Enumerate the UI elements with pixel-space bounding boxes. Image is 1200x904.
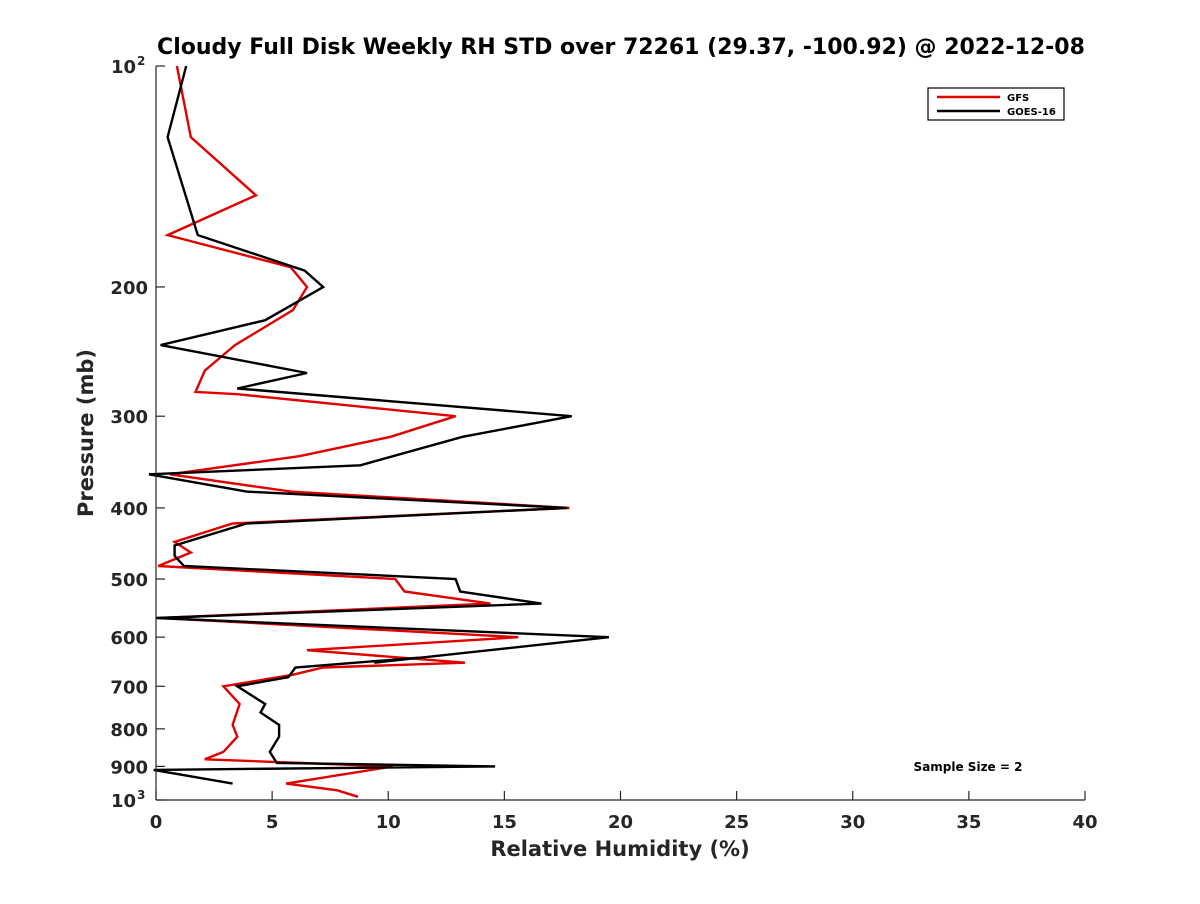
sample-size-annotation: Sample Size = 2	[914, 760, 1023, 774]
y-axis-label: Pressure (mb)	[74, 349, 98, 517]
y-tick-label: 600	[110, 628, 148, 649]
chart-title: Cloudy Full Disk Weekly RH STD over 7226…	[157, 35, 1085, 60]
y-tick-label: 900	[110, 757, 148, 778]
x-tick-label: 30	[840, 812, 865, 833]
x-tick-label: 40	[1072, 812, 1097, 833]
x-ticks: 0 5 10 15 20 25 30 35 40	[150, 791, 1098, 833]
x-tick-label: 10	[376, 812, 401, 833]
y-tick-label: 200	[110, 278, 148, 299]
x-axis-label: Relative Humidity (%)	[490, 837, 749, 861]
series-line-gfs	[157, 65, 570, 798]
legend-box	[927, 87, 1065, 121]
legend-label: GOES-16	[1007, 107, 1056, 118]
y-tick-exponent: 3	[137, 788, 145, 802]
x-tick-label: 35	[956, 812, 981, 833]
x-tick-label: 25	[724, 812, 749, 833]
x-tick-label: 5	[266, 812, 279, 833]
y-tick-label: 400	[110, 499, 148, 520]
y-tick-exponent: 2	[137, 54, 145, 68]
legend-label: GFS	[1007, 93, 1029, 104]
x-tick-label: 15	[492, 812, 517, 833]
y-tick-label: 10	[111, 57, 136, 78]
series-line-goes-16	[148, 65, 610, 785]
y-tick-label: 10	[111, 791, 136, 812]
legend: GFS GOES-16	[927, 87, 1065, 121]
y-tick-label: 700	[110, 677, 148, 698]
y-tick-label: 800	[110, 720, 148, 741]
x-tick-label: 0	[150, 812, 163, 833]
legend-entries: GFS GOES-16	[937, 93, 1056, 118]
y-tick-label: 300	[110, 407, 148, 428]
series-layer	[148, 65, 610, 798]
plot-area: 0 5 10 15 20 25 30 35 40 10 220030040050060070080…	[110, 54, 1097, 833]
y-tick-label: 500	[110, 570, 148, 591]
x-tick-label: 20	[608, 812, 633, 833]
